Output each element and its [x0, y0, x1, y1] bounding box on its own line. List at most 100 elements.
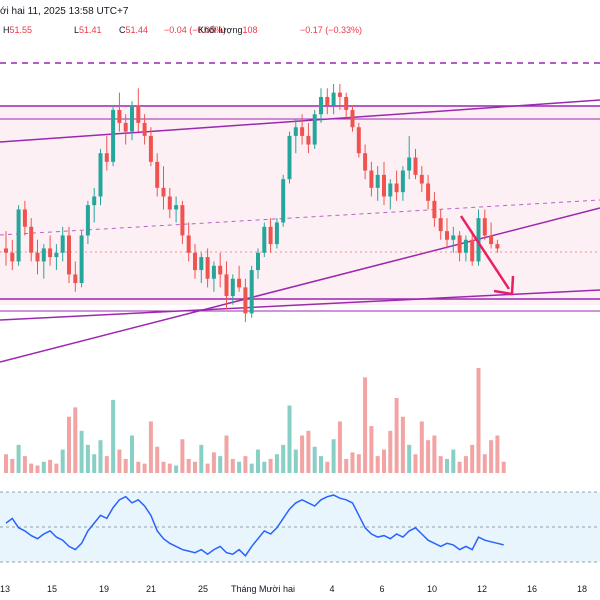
volume-bar — [256, 449, 260, 473]
candle — [4, 248, 8, 253]
candle — [41, 248, 46, 262]
volume-bar — [407, 444, 412, 473]
candle — [407, 157, 412, 171]
volume-bar — [16, 444, 21, 473]
volume-bar — [67, 416, 71, 473]
volume-bar — [136, 461, 141, 473]
ohlc-readout: H51.55 L51.41 C51.44 −0.04 (−0.08%)Khối lượ… — [3, 25, 362, 35]
volume-bar — [445, 458, 449, 473]
volume-bar — [293, 449, 298, 473]
volume-bar — [35, 465, 40, 473]
candle — [419, 174, 424, 184]
volume-bar — [325, 461, 330, 473]
upper-trend-line — [0, 99, 600, 143]
volume-bar — [501, 461, 506, 473]
rsi-pane — [0, 491, 600, 563]
volume-bar — [300, 435, 305, 473]
candle — [48, 248, 53, 258]
volume-bar — [79, 430, 84, 473]
candle — [268, 226, 273, 245]
volume-bar — [155, 446, 160, 473]
candle — [193, 252, 197, 271]
volume-bar — [29, 463, 34, 473]
volume-bar — [186, 458, 191, 473]
volume-bar — [98, 440, 103, 473]
candle — [16, 209, 21, 262]
ohlc-value: 51.44 — [126, 25, 149, 35]
volume-bar — [48, 459, 53, 473]
rising-support-line — [0, 207, 600, 363]
volume-pane — [4, 368, 506, 473]
volume-bar — [117, 449, 122, 473]
candle — [274, 222, 279, 245]
candle — [350, 109, 355, 128]
ohlc-item: −0.04 (−0.08%) — [164, 25, 226, 35]
candle — [218, 265, 223, 275]
forecast-arrow-head — [493, 275, 515, 296]
candle — [98, 153, 103, 197]
candle — [224, 274, 229, 297]
ohlc-item: L51.41 — [74, 25, 102, 35]
candle — [123, 122, 128, 132]
candle — [104, 153, 109, 162]
candle — [186, 235, 191, 253]
candle — [438, 218, 443, 232]
volume-bar — [337, 421, 342, 473]
x-tick-label: 13 — [0, 584, 10, 594]
candle — [394, 183, 399, 193]
volume-bar — [375, 456, 380, 473]
candle — [476, 218, 481, 262]
candle — [457, 235, 462, 253]
x-tick-label: 16 — [527, 584, 537, 594]
volume-bar — [281, 444, 286, 473]
candle — [205, 257, 210, 279]
volume-bar — [73, 407, 78, 473]
volume-bar — [350, 452, 355, 473]
candle — [388, 183, 393, 197]
volume-bar — [104, 456, 109, 473]
volume-bar — [230, 458, 235, 473]
volume-bar — [457, 461, 462, 473]
candle — [375, 174, 380, 188]
volume-bar — [426, 440, 431, 473]
candle — [167, 196, 172, 210]
x-tick-label: Tháng Mười hai — [231, 584, 295, 594]
x-tick-label: 19 — [99, 584, 109, 594]
candle — [426, 183, 431, 201]
candle — [300, 127, 305, 136]
ohlc-value: 108 — [242, 25, 257, 35]
candle — [400, 170, 405, 193]
x-tick-label: 12 — [477, 584, 487, 594]
volume-bar — [111, 399, 116, 473]
ohlc-value: 51.41 — [79, 25, 102, 35]
volume-bar — [180, 439, 185, 473]
candle — [10, 252, 15, 262]
candle — [243, 287, 248, 314]
candle — [148, 135, 153, 162]
ohlc-value: 51.55 — [10, 25, 33, 35]
candle — [445, 231, 449, 240]
x-tick-label: 15 — [47, 584, 57, 594]
ohlc-item: H51.55 — [3, 25, 32, 35]
volume-bar — [489, 440, 494, 473]
volume-bar — [432, 435, 437, 473]
volume-bar — [174, 465, 179, 473]
candle — [60, 235, 65, 253]
candle — [356, 127, 361, 154]
volume-bar — [130, 435, 134, 473]
candle — [306, 135, 311, 145]
volume-bar — [85, 444, 90, 473]
volume-bar — [413, 454, 418, 473]
volume-bar — [193, 461, 197, 473]
volume-bar — [199, 444, 204, 473]
price-pane — [0, 62, 600, 363]
candle — [413, 157, 418, 175]
volume-bar — [148, 421, 153, 473]
candle — [344, 96, 349, 110]
volume-bar — [205, 463, 210, 473]
volume-bar — [142, 463, 147, 473]
candle — [230, 278, 235, 297]
candle — [325, 96, 330, 106]
candle — [79, 235, 84, 284]
volume-bar — [123, 458, 128, 473]
